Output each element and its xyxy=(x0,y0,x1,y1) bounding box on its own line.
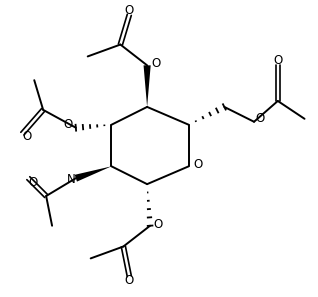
Text: O: O xyxy=(125,274,134,287)
Polygon shape xyxy=(75,166,112,181)
Text: O: O xyxy=(153,218,162,231)
Text: N: N xyxy=(67,173,76,186)
Text: O: O xyxy=(28,176,38,189)
Text: O: O xyxy=(125,4,134,17)
Text: O: O xyxy=(151,57,161,70)
Text: O: O xyxy=(273,54,282,67)
Text: O: O xyxy=(64,118,73,131)
Text: O: O xyxy=(255,112,265,125)
Text: O: O xyxy=(193,158,202,171)
Polygon shape xyxy=(143,65,151,107)
Text: O: O xyxy=(22,130,31,143)
